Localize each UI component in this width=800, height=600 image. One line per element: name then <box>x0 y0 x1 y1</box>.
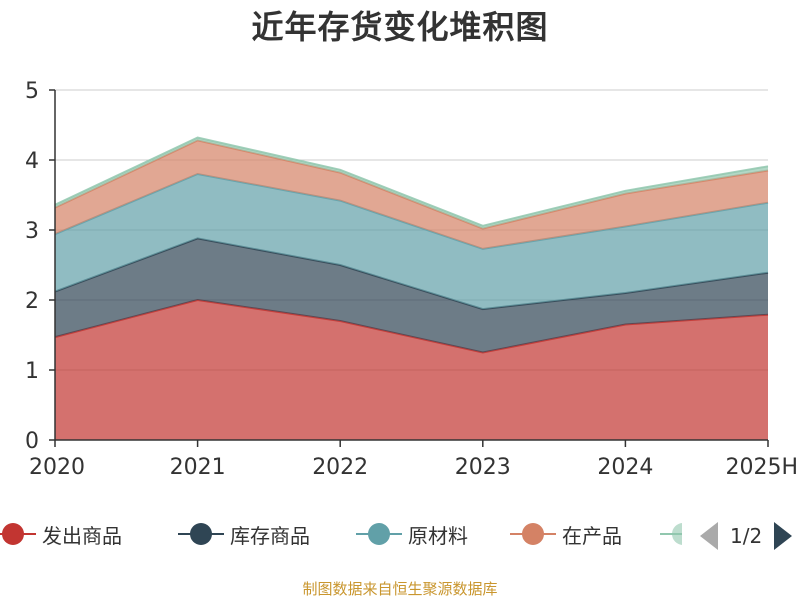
tick-labels: 0 1 2 3 4 5 2020 2021 2022 2023 2024 2025H <box>25 79 798 480</box>
x-tick-label: 2022 <box>312 455 368 480</box>
y-tick-label: 4 <box>25 149 39 174</box>
y-tick-label: 2 <box>25 289 39 314</box>
source-note: 制图数据来自恒生聚源数据库 <box>302 580 498 598</box>
legend-next-arrow-icon[interactable] <box>774 522 793 550</box>
y-tick-label: 0 <box>25 429 39 454</box>
legend-item[interactable]: 库存商品 <box>178 518 310 550</box>
legend-marker-icon <box>0 523 36 545</box>
area-series-3 <box>55 174 768 310</box>
legend-item[interactable]: 原材料 <box>356 518 468 550</box>
stacked-area-chart: 0 1 2 3 4 5 2020 2021 2022 2023 2024 2025H <box>25 79 798 480</box>
legend-marker-icon <box>510 523 556 545</box>
y-tick-label: 1 <box>25 359 39 384</box>
x-tick-label: 2020 <box>29 455 85 480</box>
legend-label: 在产品 <box>562 523 622 548</box>
x-tick-label: 2025H <box>725 455 798 480</box>
chart-title: 近年存货变化堆积图 <box>251 8 549 46</box>
area-series-1 <box>55 300 768 440</box>
legend-item[interactable]: 发出商品 <box>0 518 122 550</box>
legend-marker-icon <box>356 523 402 545</box>
legend-label: 发出商品 <box>42 523 122 548</box>
x-tick-label: 2024 <box>597 455 653 480</box>
axes <box>49 89 769 447</box>
y-tick-label: 5 <box>25 79 39 104</box>
legend-marker-icon <box>178 523 224 545</box>
area-series-4 <box>55 140 768 249</box>
legend-prev-arrow-icon[interactable] <box>700 522 718 550</box>
y-tick-label: 3 <box>25 219 39 244</box>
legend-label: 库存商品 <box>230 523 310 548</box>
area-series <box>54 136 769 440</box>
legend-item[interactable] <box>660 518 688 550</box>
legend-page-indicator: 1/2 <box>730 524 763 548</box>
legend-label: 原材料 <box>408 523 468 548</box>
legend-pager: 1/2 <box>700 522 793 550</box>
legend-marker-icon <box>660 523 682 545</box>
legend: 发出商品 库存商品 原材料 在产品 1/2 <box>0 510 800 558</box>
x-tick-label: 2023 <box>455 455 511 480</box>
area-series-2 <box>55 238 768 353</box>
area-top-line-5 <box>54 136 769 227</box>
x-tick-label: 2021 <box>170 455 226 480</box>
legend-item[interactable]: 在产品 <box>510 518 622 550</box>
